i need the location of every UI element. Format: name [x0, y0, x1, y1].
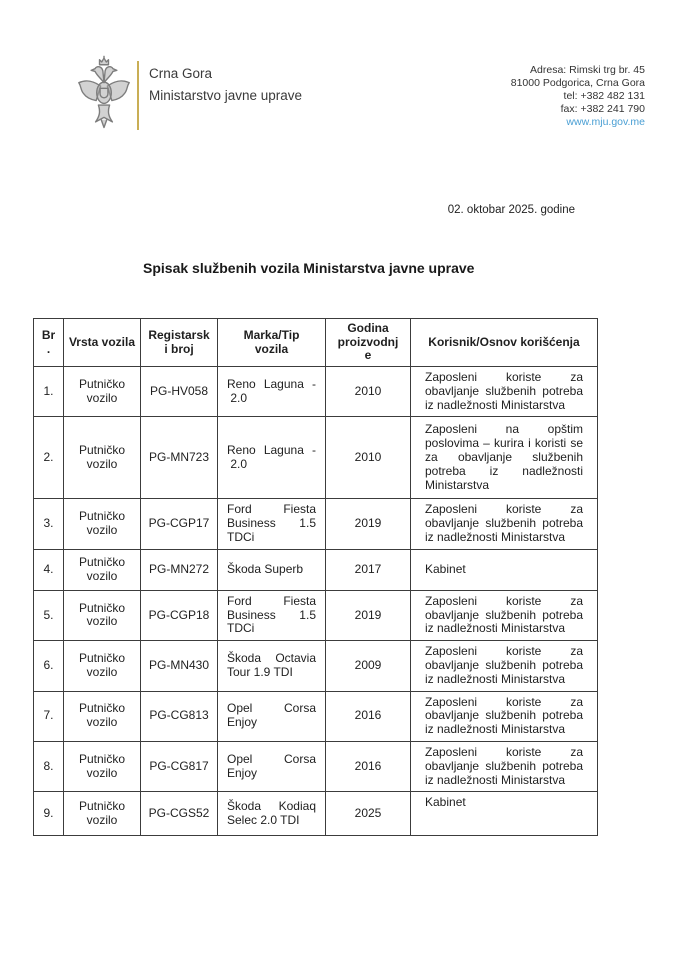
cell-vrsta: Putničko vozilo — [63, 589, 141, 642]
cell-vrsta: Putničko vozilo — [63, 498, 141, 550]
cell-marka: Škoda Superb — [217, 548, 326, 591]
cell-registracija: PG-MN430 — [140, 640, 218, 692]
cell-vrsta: Putničko vozilo — [63, 740, 141, 793]
table-row: 1. Putničko vozilo PG-HV058 Reno Laguna … — [33, 365, 598, 418]
cell-marka: Opel Corsa Enjoy — [217, 690, 326, 742]
cell-korisnik: Zaposleni koriste za obavljanje službeni… — [410, 589, 598, 642]
cell-korisnik: Zaposleni koriste za obavljanje službeni… — [410, 640, 598, 692]
cell-korisnik: Zaposleni koriste za obavljanje službeni… — [410, 365, 598, 418]
table-row: 8. Putničko vozilo PG-CG817 Opel Corsa E… — [33, 740, 598, 793]
cell-br: 7. — [33, 690, 64, 742]
cell-marka: Ford Fiesta Business 1.5 TDCi — [217, 498, 326, 550]
cell-vrsta: Putničko vozilo — [63, 548, 141, 591]
cell-marka: Škoda Kodiaq Selec 2.0 TDI — [217, 791, 326, 837]
document-date: 02. oktobar 2025. godine — [447, 204, 575, 216]
header-vrsta-vozila: Vrsta vozila — [63, 318, 141, 367]
letterhead-divider — [137, 61, 139, 130]
address-line: fax: +382 241 790 — [560, 103, 645, 115]
cell-registracija: PG-CG813 — [140, 690, 218, 742]
document-title: Spisak službenih vozila Ministarstva jav… — [143, 260, 475, 276]
cell-godina: 2016 — [325, 690, 411, 742]
cell-registracija: PG-CGP18 — [140, 589, 218, 642]
table-row: 4. Putničko vozilo PG-MN272 Škoda Superb… — [33, 548, 598, 591]
cell-br: 9. — [33, 791, 64, 837]
cell-godina: 2019 — [325, 498, 411, 550]
address-line: Adresa: Rimski trg br. 45 — [530, 64, 645, 76]
cell-br: 3. — [33, 498, 64, 550]
cell-korisnik: Zaposleni na opštim poslovima – kurira i… — [410, 416, 598, 500]
cell-registracija: PG-MN272 — [140, 548, 218, 591]
table-row: 2. Putničko vozilo PG-MN723 Reno Laguna … — [33, 416, 598, 500]
table-row: 9. Putničko vozilo PG-CGS52 Škoda Kodiaq… — [33, 791, 598, 837]
table-row: 3. Putničko vozilo PG-CGP17 Ford Fiesta … — [33, 498, 598, 550]
cell-br: 5. — [33, 589, 64, 642]
cell-marka: Škoda Octavia Tour 1.9 TDI — [217, 640, 326, 692]
org-country: Crna Gora — [149, 66, 213, 81]
header-registarski-broj: Registarsk i broj — [140, 318, 218, 367]
cell-registracija: PG-HV058 — [140, 365, 218, 418]
table-header-row: Br . Vrsta vozila Registarsk i broj Mark… — [33, 318, 598, 367]
cell-marka: Ford Fiesta Business 1.5 TDCi — [217, 589, 326, 642]
cell-korisnik: Zaposleni koriste za obavljanje službeni… — [410, 498, 598, 550]
cell-godina: 2016 — [325, 740, 411, 793]
cell-korisnik: Kabinet — [410, 791, 598, 837]
cell-br: 4. — [33, 548, 64, 591]
cell-korisnik: Zaposleni koriste za obavljanje službeni… — [410, 740, 598, 793]
organization-name: Crna Gora Ministarstvo javne uprave — [149, 63, 302, 106]
header-korisnik: Korisnik/Osnov korišćenja — [410, 318, 598, 367]
header-br: Br . — [33, 318, 64, 367]
cell-vrsta: Putničko vozilo — [63, 690, 141, 742]
cell-registracija: PG-CG817 — [140, 740, 218, 793]
cell-godina: 2019 — [325, 589, 411, 642]
cell-vrsta: Putničko vozilo — [63, 365, 141, 418]
cell-registracija: PG-MN723 — [140, 416, 218, 500]
website-link[interactable]: www.mju.gov.me — [566, 116, 645, 128]
cell-marka: Opel Corsa Enjoy — [217, 740, 326, 793]
vehicles-table: Br . Vrsta vozila Registarsk i broj Mark… — [33, 318, 598, 837]
table-row: 5. Putničko vozilo PG-CGP18 Ford Fiesta … — [33, 589, 598, 642]
cell-godina: 2017 — [325, 548, 411, 591]
cell-godina: 2010 — [325, 365, 411, 418]
montenegro-coat-of-arms-icon — [76, 54, 132, 136]
cell-br: 8. — [33, 740, 64, 793]
address-block: Adresa: Rimski trg br. 45 81000 Podgoric… — [511, 64, 645, 129]
table-row: 7. Putničko vozilo PG-CG813 Opel Corsa E… — [33, 690, 598, 742]
cell-godina: 2009 — [325, 640, 411, 692]
table-row: 6. Putničko vozilo PG-MN430 Škoda Octavi… — [33, 640, 598, 692]
cell-godina: 2010 — [325, 416, 411, 500]
cell-marka: Reno Laguna - 2.0 — [217, 416, 326, 500]
address-line: 81000 Podgorica, Crna Gora — [510, 77, 645, 89]
header-godina: Godina proizvodnj e — [325, 318, 411, 367]
cell-korisnik: Kabinet — [410, 548, 598, 591]
cell-registracija: PG-CGP17 — [140, 498, 218, 550]
cell-br: 2. — [33, 416, 64, 500]
address-line: tel: +382 482 131 — [563, 90, 645, 102]
cell-vrsta: Putničko vozilo — [63, 416, 141, 500]
cell-marka: Reno Laguna - 2.0 — [217, 365, 326, 418]
cell-registracija: PG-CGS52 — [140, 791, 218, 837]
cell-vrsta: Putničko vozilo — [63, 640, 141, 692]
cell-vrsta: Putničko vozilo — [63, 791, 141, 837]
header-marka-tip: Marka/Tip vozila — [217, 318, 326, 367]
cell-br: 6. — [33, 640, 64, 692]
cell-korisnik: Zaposleni koriste za obavljanje službeni… — [410, 690, 598, 742]
cell-br: 1. — [33, 365, 64, 418]
org-ministry: Ministarstvo javne uprave — [149, 87, 303, 103]
cell-godina: 2025 — [325, 791, 411, 837]
